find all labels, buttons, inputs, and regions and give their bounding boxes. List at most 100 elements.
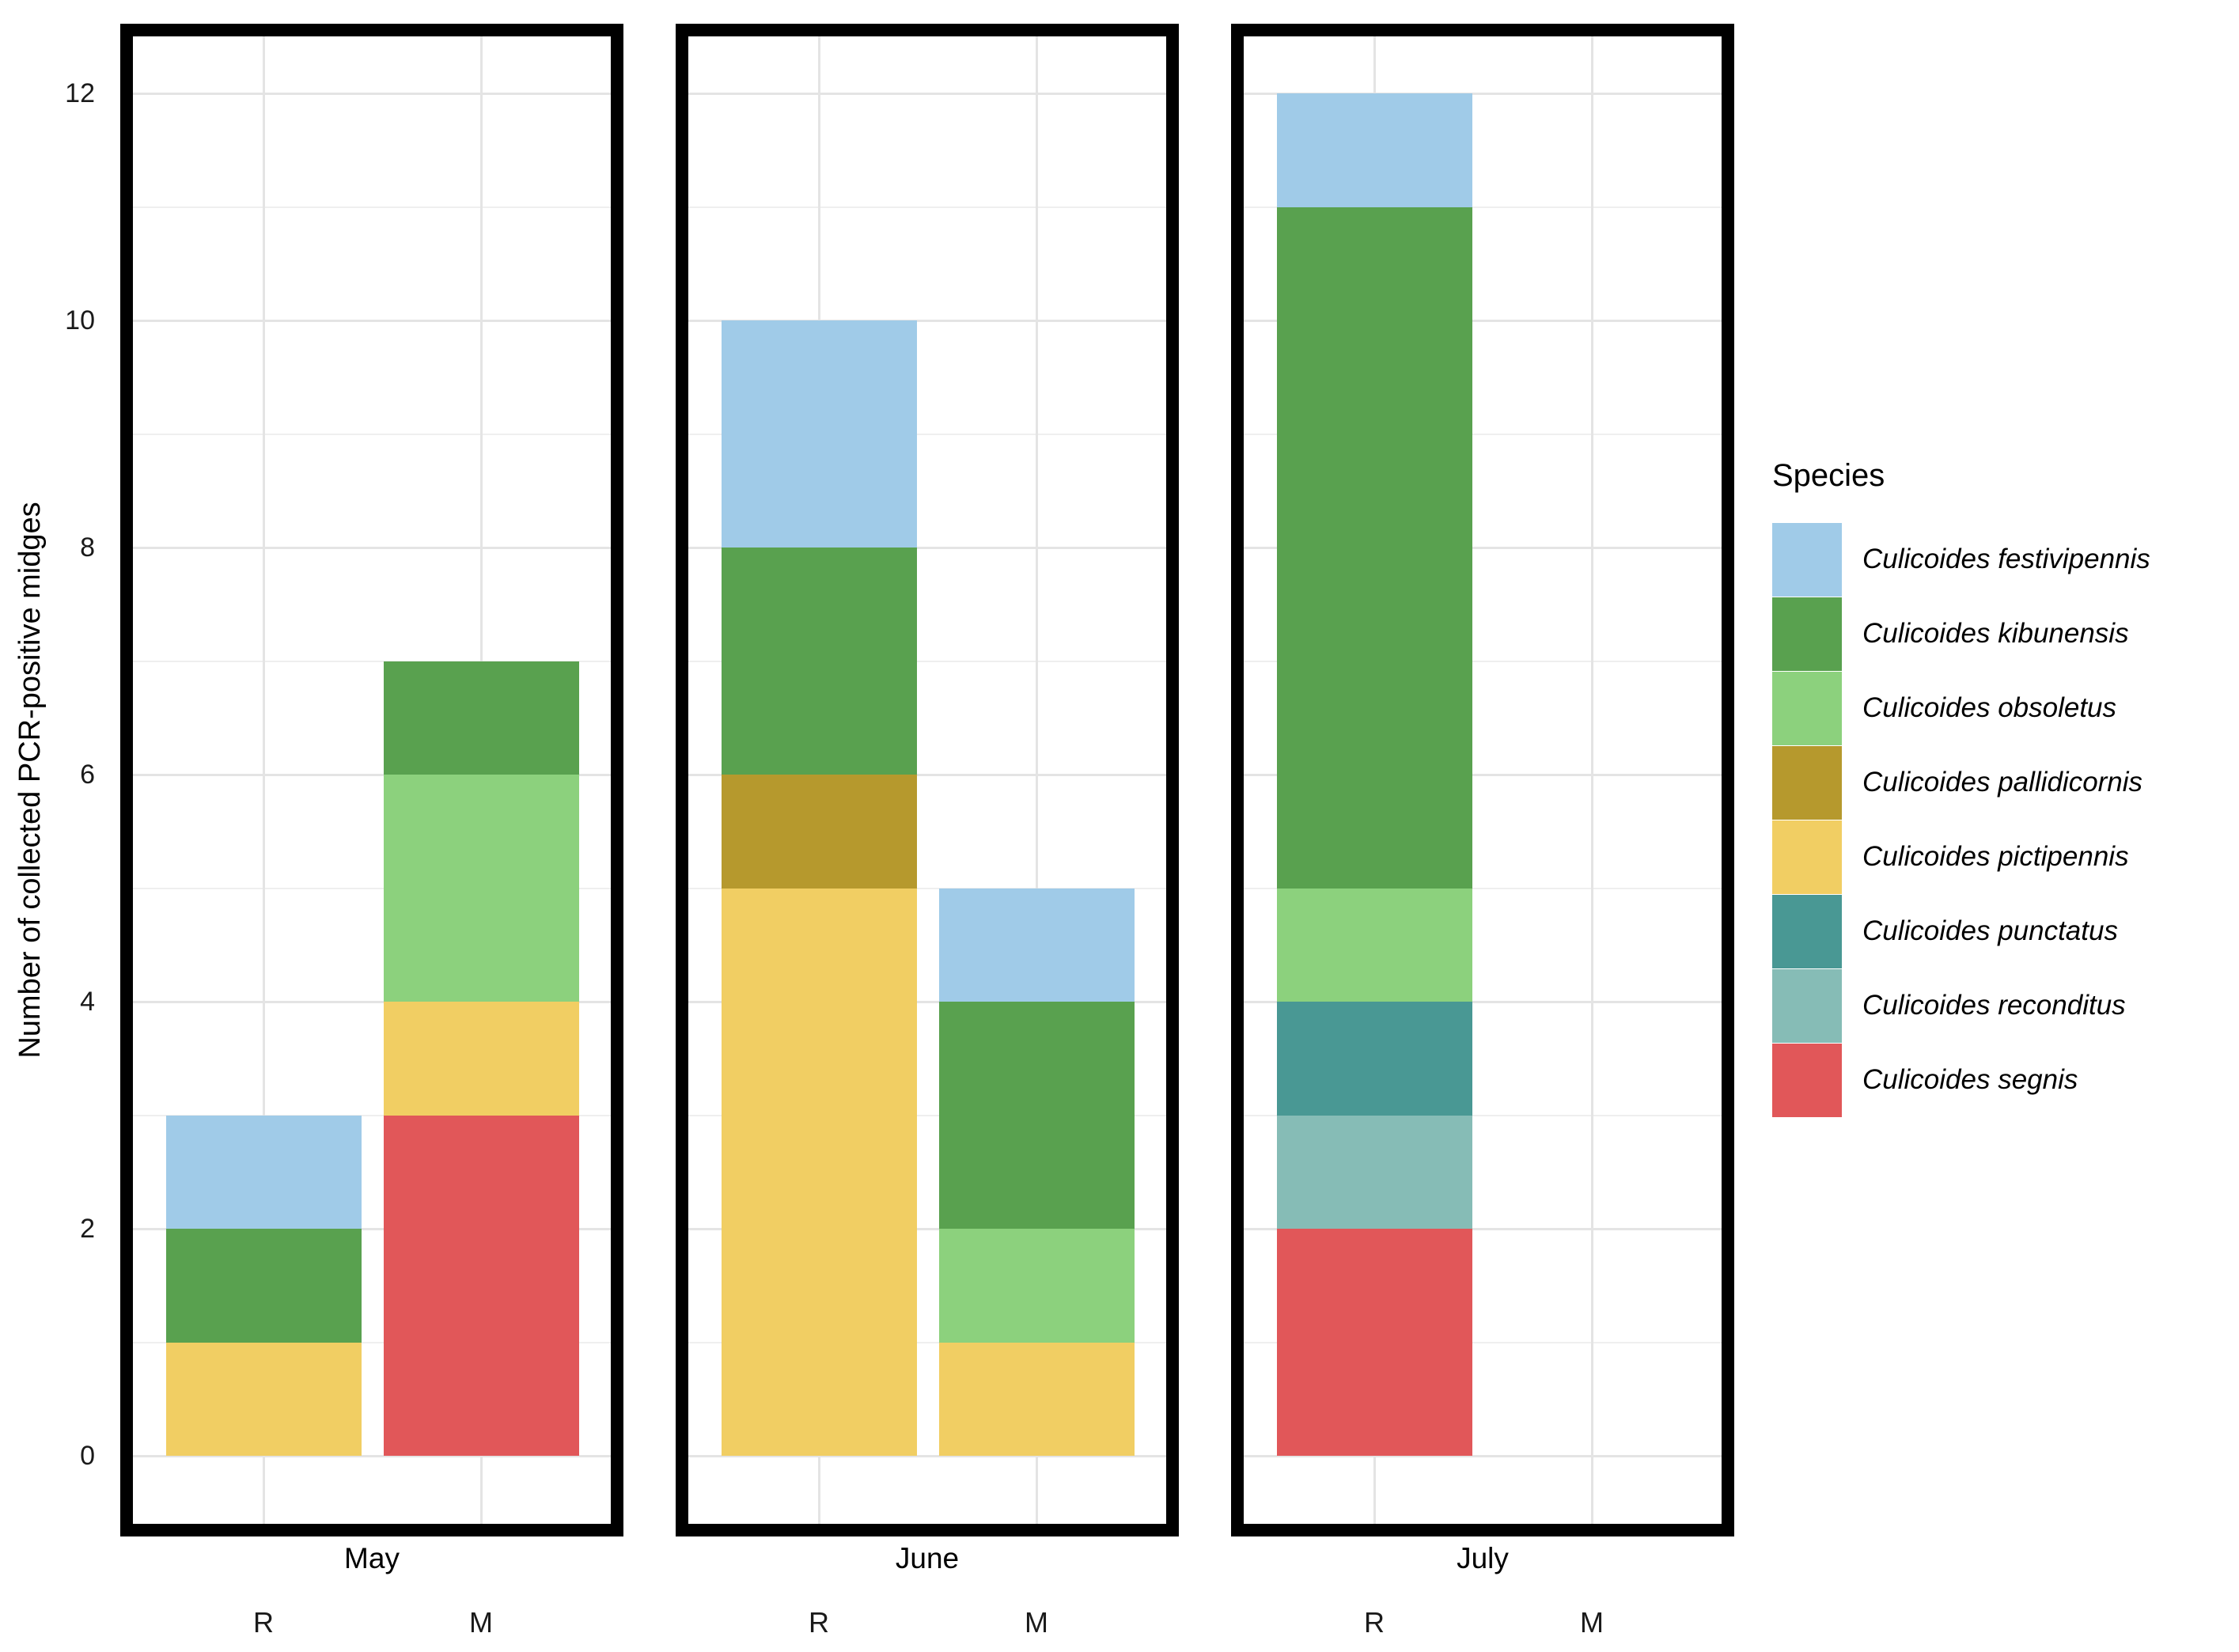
gridline-h-minor	[1244, 660, 1722, 662]
gridline-h-minor	[133, 887, 611, 889]
bar-segment	[938, 1002, 1135, 1229]
category-label-july-r: R	[1364, 1606, 1385, 1639]
facet-label-july: July	[1457, 1542, 1509, 1574]
legend-title: Species	[1772, 458, 1885, 493]
gridline-h-minor	[133, 206, 611, 208]
gridline-h-major	[133, 320, 611, 322]
legend-label: Culicoides obsoletus	[1862, 692, 2117, 723]
y-tick-label: 0	[80, 1441, 95, 1471]
gridline-h-major	[133, 547, 611, 549]
legend-swatch	[1772, 1043, 1842, 1117]
legend: Species Culicoides festivipennis Culicoid…	[1772, 457, 2231, 1138]
category-label-july-m: M	[1580, 1606, 1604, 1639]
bar-segment	[938, 1229, 1135, 1343]
gridline-h-major	[688, 774, 1166, 776]
legend-swatch	[1772, 597, 1842, 671]
gridline-v-category	[1036, 36, 1038, 1524]
legend-label: Culicoides segnis	[1862, 1064, 2078, 1095]
gridline-h-minor	[1244, 887, 1722, 889]
gridline-v-category	[1591, 36, 1593, 1524]
bar-segment	[938, 1342, 1135, 1456]
gridline-v-category	[263, 36, 265, 1524]
gridline-h-major	[1244, 1455, 1722, 1457]
legend-swatch	[1772, 745, 1842, 820]
legend-entry: Culicoides obsoletus	[1772, 671, 2116, 745]
bar-segment	[383, 1115, 579, 1456]
facet-label-june: June	[895, 1542, 960, 1574]
gridline-h-minor	[688, 1114, 1166, 1116]
legend-entry: Culicoides segnis	[1772, 1043, 2078, 1117]
legend-swatch	[1772, 671, 1842, 745]
bar-segment	[938, 888, 1135, 1002]
gridline-h-major	[688, 1228, 1166, 1230]
gridline-h-minor	[688, 433, 1166, 435]
gridline-h-major	[133, 93, 611, 95]
gridline-h-minor	[1244, 433, 1722, 435]
bar-segment	[383, 661, 579, 775]
gridline-h-major	[1244, 1228, 1722, 1230]
bar-segment	[721, 320, 917, 548]
y-tick-label: 2	[80, 1214, 95, 1244]
bar-segment	[721, 888, 917, 1456]
y-tick-label: 10	[65, 305, 95, 335]
gridline-h-minor	[133, 660, 611, 662]
gridline-h-major	[1244, 93, 1722, 95]
bar-segment	[383, 1002, 579, 1116]
gridline-h-minor	[1244, 1341, 1722, 1343]
legend-entry: Culicoides punctatus	[1772, 894, 2118, 968]
facet-panel-may	[120, 24, 623, 1536]
legend-label: Culicoides pallidicornis	[1862, 767, 2143, 798]
panel-plot-area	[133, 36, 611, 1524]
legend-entry: Culicoides reconditus	[1772, 968, 2126, 1043]
legend-swatch	[1772, 820, 1842, 894]
y-tick-label: 8	[80, 532, 95, 563]
legend-label: Culicoides festivipennis	[1862, 544, 2150, 574]
y-tick-label: 6	[80, 760, 95, 790]
legend-entry: Culicoides pallidicornis	[1772, 745, 2142, 820]
bar-segment	[1276, 1115, 1472, 1229]
legend-label: Culicoides kibunensis	[1862, 618, 2129, 649]
gridline-h-major	[1244, 1001, 1722, 1003]
gridline-h-major	[688, 547, 1166, 549]
gridline-h-major	[1244, 774, 1722, 776]
bar-segment	[383, 775, 579, 1002]
legend-swatch	[1772, 968, 1842, 1043]
category-label-june-r: R	[809, 1606, 829, 1639]
gridline-h-major	[133, 774, 611, 776]
gridline-h-minor	[1244, 206, 1722, 208]
legend-swatch	[1772, 522, 1842, 597]
gridline-h-major	[688, 320, 1166, 322]
gridline-h-minor	[688, 660, 1166, 662]
facet-label-may: May	[344, 1542, 400, 1574]
bar-segment	[1276, 888, 1472, 1002]
panel-plot-area	[688, 36, 1166, 1524]
legend-entry: Culicoides pictipennis	[1772, 820, 2129, 894]
panel-plot-area	[1244, 36, 1722, 1524]
legend-label: Culicoides reconditus	[1862, 990, 2126, 1021]
gridline-h-major	[133, 1001, 611, 1003]
gridline-h-major	[133, 1455, 611, 1457]
legend-entry: Culicoides kibunensis	[1772, 597, 2129, 671]
gridline-h-major	[133, 1228, 611, 1230]
category-label-may-r: R	[253, 1606, 274, 1639]
legend-label: Culicoides punctatus	[1862, 915, 2118, 946]
bar-segment	[1276, 1229, 1472, 1456]
gridline-h-minor	[688, 887, 1166, 889]
legend-swatch	[1772, 894, 1842, 968]
bar-segment	[721, 548, 917, 775]
legend-label: Culicoides pictipennis	[1862, 841, 2129, 872]
gridline-h-major	[1244, 547, 1722, 549]
gridline-h-major	[1244, 320, 1722, 322]
gridline-h-major	[688, 93, 1166, 95]
bar-segment	[165, 1229, 362, 1343]
bar-segment	[1276, 93, 1472, 207]
y-tick-label: 12	[65, 78, 95, 108]
facet-panel-june	[676, 24, 1179, 1536]
gridline-h-major	[688, 1001, 1166, 1003]
gridline-h-minor	[688, 206, 1166, 208]
gridline-h-minor	[1244, 1114, 1722, 1116]
gridline-h-minor	[133, 1341, 611, 1343]
category-label-june-m: M	[1025, 1606, 1048, 1639]
gridline-h-minor	[133, 1114, 611, 1116]
legend-entry: Culicoides festivipennis	[1772, 522, 2150, 597]
